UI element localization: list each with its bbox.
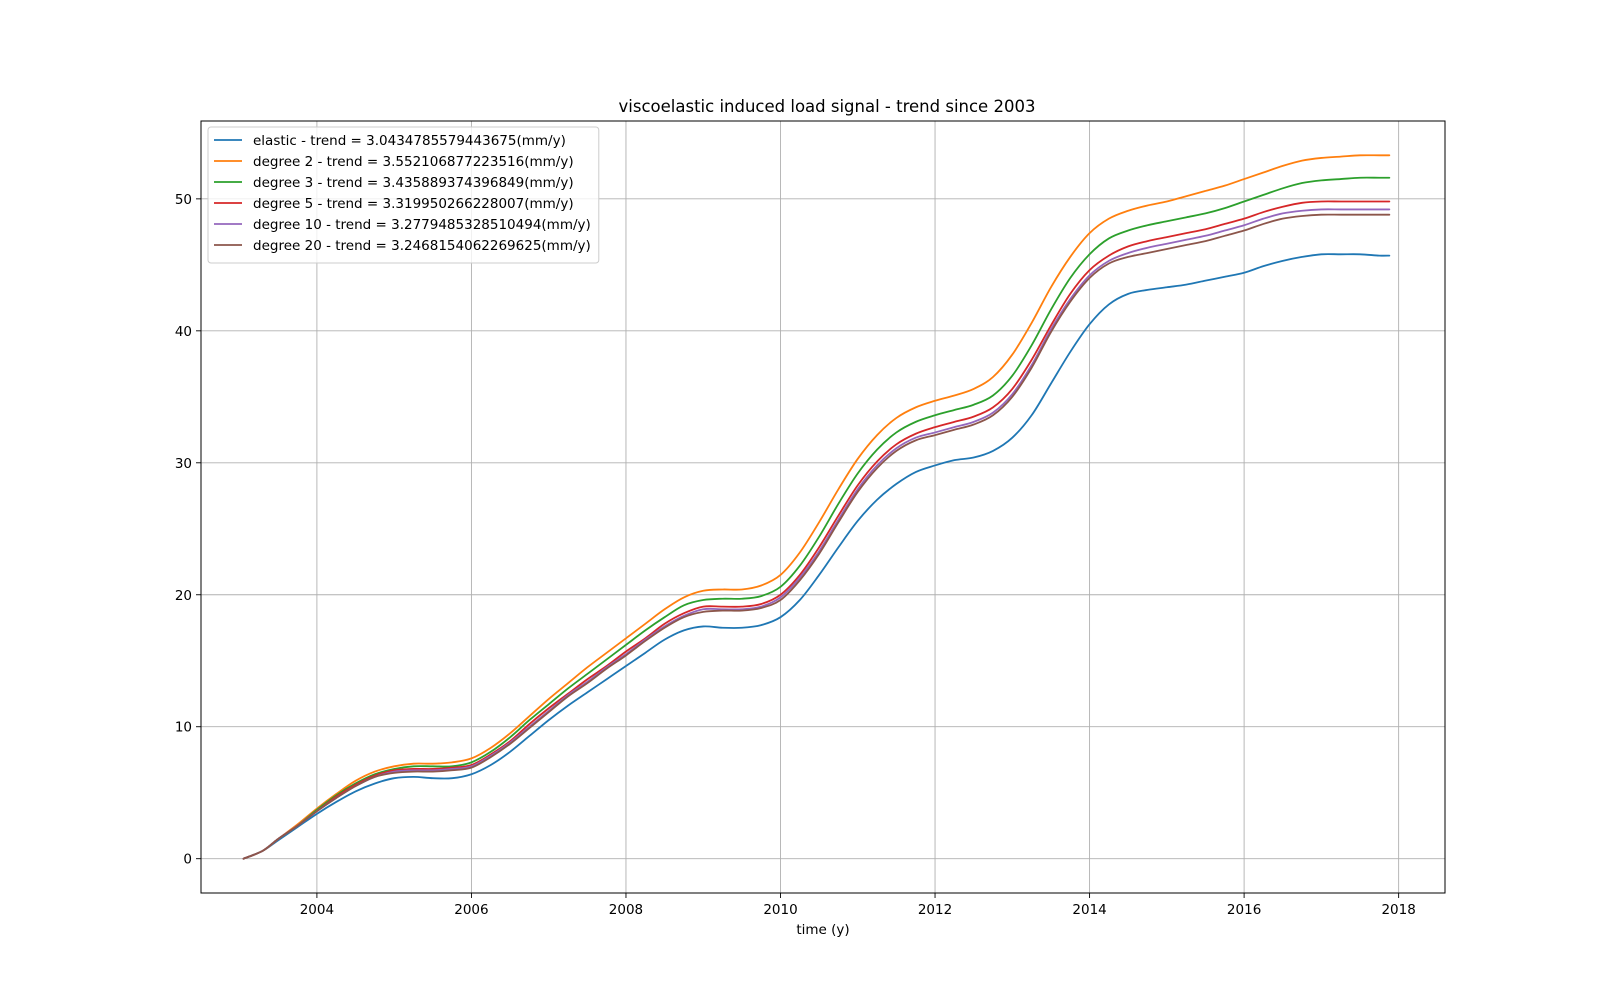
legend-entry: elastic - trend = 3.0434785579443675(mm/… bbox=[253, 133, 566, 149]
y-tick-label: 40 bbox=[175, 324, 192, 340]
x-tick-label: 2004 bbox=[300, 902, 334, 918]
plot-area-frame bbox=[200, 120, 1446, 894]
x-tick-label: 2012 bbox=[918, 902, 952, 918]
y-tick-label: 20 bbox=[175, 588, 192, 604]
series-lines bbox=[242, 154, 1391, 860]
legend-entry: degree 2 - trend = 3.552106877223516(mm/… bbox=[253, 154, 574, 170]
legend-entry: degree 20 - trend = 3.2468154062269625(m… bbox=[253, 238, 591, 254]
x-tick-label: 2018 bbox=[1381, 902, 1415, 918]
axis-ticks: 2004 2006 2008 2010 2012 2014 2016 2018 0 10 20 30 4… bbox=[175, 192, 1416, 918]
chart-title: viscoelastic induced load signal - trend… bbox=[619, 97, 1036, 116]
series-line-1 bbox=[242, 154, 1391, 860]
x-tick-label: 2016 bbox=[1227, 902, 1261, 918]
legend-entry: degree 3 - trend = 3.435889374396849(mm/… bbox=[253, 175, 574, 191]
y-tick-label: 30 bbox=[175, 456, 192, 472]
y-tick-label: 50 bbox=[175, 192, 192, 208]
grid bbox=[201, 121, 1445, 893]
series-line-5 bbox=[242, 213, 1391, 860]
legend: elastic - trend = 3.0434785579443675(mm/… bbox=[207, 126, 600, 264]
series-line-3 bbox=[242, 200, 1391, 860]
series-line-0 bbox=[242, 253, 1391, 860]
legend-entry: degree 5 - trend = 3.319950266228007(mm/… bbox=[253, 196, 574, 212]
x-tick-label: 2010 bbox=[763, 902, 797, 918]
legend-entry: degree 10 - trend = 3.2779485328510494(m… bbox=[253, 217, 591, 233]
legend-box bbox=[207, 126, 600, 264]
x-axis-label: time (y) bbox=[796, 922, 849, 938]
y-tick-label: 10 bbox=[175, 720, 192, 736]
series-line-4 bbox=[242, 208, 1391, 860]
x-tick-label: 2014 bbox=[1072, 902, 1106, 918]
series-line-2 bbox=[242, 176, 1391, 860]
x-tick-label: 2006 bbox=[454, 902, 488, 918]
x-tick-label: 2008 bbox=[609, 902, 643, 918]
y-tick-label: 0 bbox=[183, 852, 192, 868]
